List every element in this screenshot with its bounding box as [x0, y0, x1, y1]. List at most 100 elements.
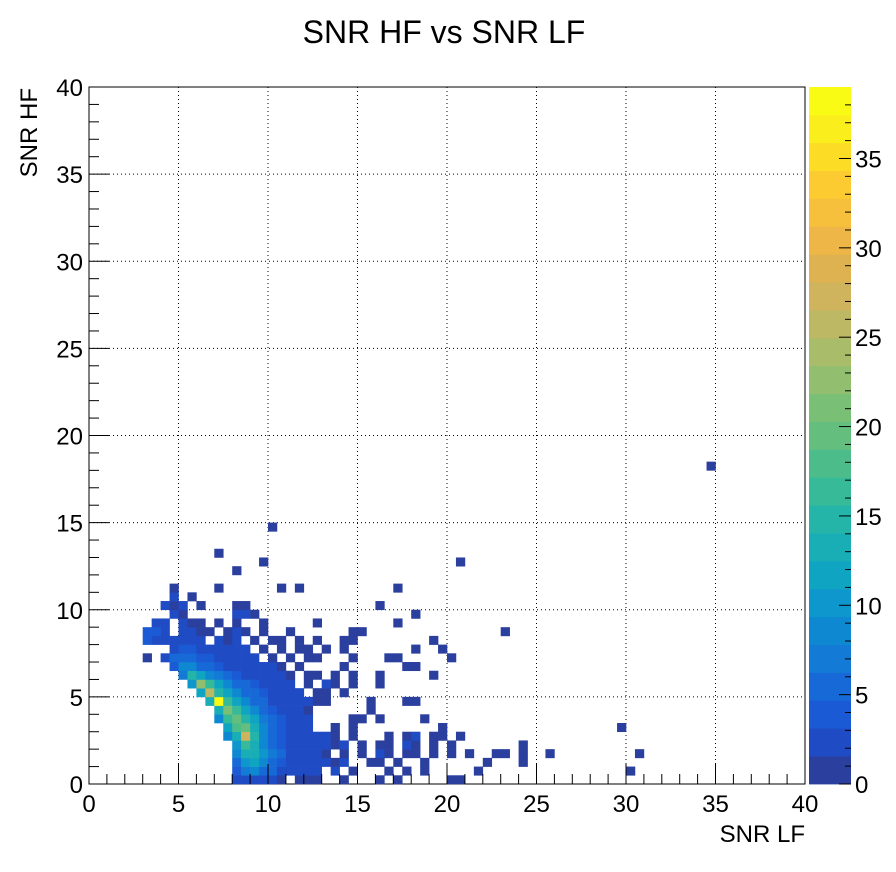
colorbar-segment — [809, 170, 851, 199]
heatmap-bin — [214, 688, 224, 698]
heatmap-bin — [429, 749, 439, 759]
heatmap-bin — [294, 723, 305, 733]
heatmap-bin — [232, 635, 242, 645]
heatmap-bin — [294, 757, 305, 767]
heatmap-bin — [294, 688, 305, 698]
heatmap-bin — [223, 670, 233, 680]
x-tick-label: 25 — [523, 791, 550, 818]
heatmap-bin — [268, 723, 278, 733]
heatmap-bin — [294, 635, 305, 645]
heatmap-bin — [232, 740, 242, 750]
heatmap-bin — [259, 723, 269, 733]
heatmap-bin — [241, 766, 251, 776]
heatmap-bin — [214, 653, 224, 663]
heatmap-bin — [339, 775, 349, 785]
colorbar: 0 5 10 15 20 25 30 35 — [809, 87, 882, 799]
heatmap-bin — [339, 688, 349, 698]
heatmap-bin — [420, 757, 430, 767]
x-tick-label: 40 — [792, 791, 819, 818]
colorbar-tick-label: 25 — [855, 325, 882, 352]
heatmap-bin — [232, 749, 242, 759]
heatmap-bin — [285, 749, 296, 759]
heatmap-bin — [232, 757, 242, 767]
heatmap-bin — [250, 653, 260, 663]
heatmap-bin — [473, 766, 484, 776]
heatmap-bin — [232, 627, 242, 637]
heatmap-bin — [411, 662, 421, 672]
chart-title: SNR HF vs SNR LF — [303, 14, 586, 50]
y-tick-label: 40 — [56, 75, 83, 102]
heatmap-bin — [402, 696, 412, 706]
heatmap-bin — [303, 696, 314, 706]
heatmap-bin — [294, 696, 305, 706]
heatmap-bin — [447, 653, 457, 663]
heatmap-bin — [294, 766, 305, 776]
heatmap-bin — [285, 653, 296, 663]
heatmap-bin — [160, 635, 170, 645]
colorbar-segment — [809, 700, 851, 729]
heatmap-bin — [357, 627, 367, 637]
heatmap-bin — [241, 679, 251, 689]
heatmap-bin — [259, 749, 269, 759]
heatmap-bin — [357, 749, 367, 759]
heatmap-bin — [259, 662, 269, 672]
heatmap-bin — [241, 696, 251, 706]
heatmap-bin — [187, 670, 197, 680]
heatmap-bin — [321, 644, 331, 654]
heatmap-bin — [178, 627, 188, 637]
heatmap-bin — [402, 662, 412, 672]
heatmap-bin — [232, 662, 242, 672]
heatmap-bin — [276, 714, 287, 724]
heatmap-bin — [330, 723, 340, 733]
heatmap-bin — [303, 653, 314, 663]
heatmap-bin — [330, 757, 340, 767]
heatmap-bin — [312, 775, 322, 785]
y-tick-label: 25 — [56, 336, 83, 363]
heatmap-bin — [169, 635, 179, 645]
heatmap-bin — [285, 679, 296, 689]
heatmap-bin — [375, 757, 385, 767]
heatmap-bin — [223, 731, 233, 741]
heatmap-bin — [232, 731, 242, 741]
heatmap-bin — [438, 644, 448, 654]
heatmap-bin — [285, 670, 296, 680]
heatmap-bin — [303, 670, 314, 680]
heatmap-bin — [214, 714, 224, 724]
heatmap-bin — [232, 766, 242, 776]
heatmap-bin — [259, 670, 269, 680]
heatmap-bin — [250, 714, 260, 724]
heatmap-bin — [259, 688, 269, 698]
heatmap-bin — [241, 757, 251, 767]
heatmap-bin — [393, 775, 403, 785]
heatmap-bin — [348, 714, 358, 724]
colorbar-tick-label: 15 — [855, 504, 882, 531]
heatmap-bin — [393, 653, 403, 663]
heatmap-bin — [259, 696, 269, 706]
heatmap-bin — [142, 653, 152, 663]
heatmap-bin — [276, 723, 287, 733]
heatmap-bin — [205, 688, 215, 698]
heatmap-bin — [294, 714, 305, 724]
heatmap-bin — [196, 644, 206, 654]
heatmap-bin — [241, 731, 251, 741]
heatmap-bin — [178, 662, 188, 672]
heatmap-bin — [339, 757, 349, 767]
heatmap-bin — [169, 653, 179, 663]
heatmap-bin — [268, 740, 278, 750]
heatmap-bin — [259, 740, 269, 750]
heatmap-bin — [276, 662, 287, 672]
heatmap-bin — [429, 635, 439, 645]
heatmap-bin — [268, 766, 278, 776]
heatmap-bin — [178, 653, 188, 663]
heatmap-bin — [348, 627, 358, 637]
heatmap-bin — [411, 609, 421, 619]
heatmap-bin — [339, 644, 349, 654]
heatmap-bin — [402, 740, 412, 750]
heatmap-bin — [250, 723, 260, 733]
heatmap-bin — [259, 618, 269, 628]
heatmap-bin — [142, 627, 152, 637]
heatmap-bin — [268, 714, 278, 724]
heatmap-bin — [321, 757, 331, 767]
heatmap-bin — [276, 731, 287, 741]
heatmap-bin — [357, 740, 367, 750]
